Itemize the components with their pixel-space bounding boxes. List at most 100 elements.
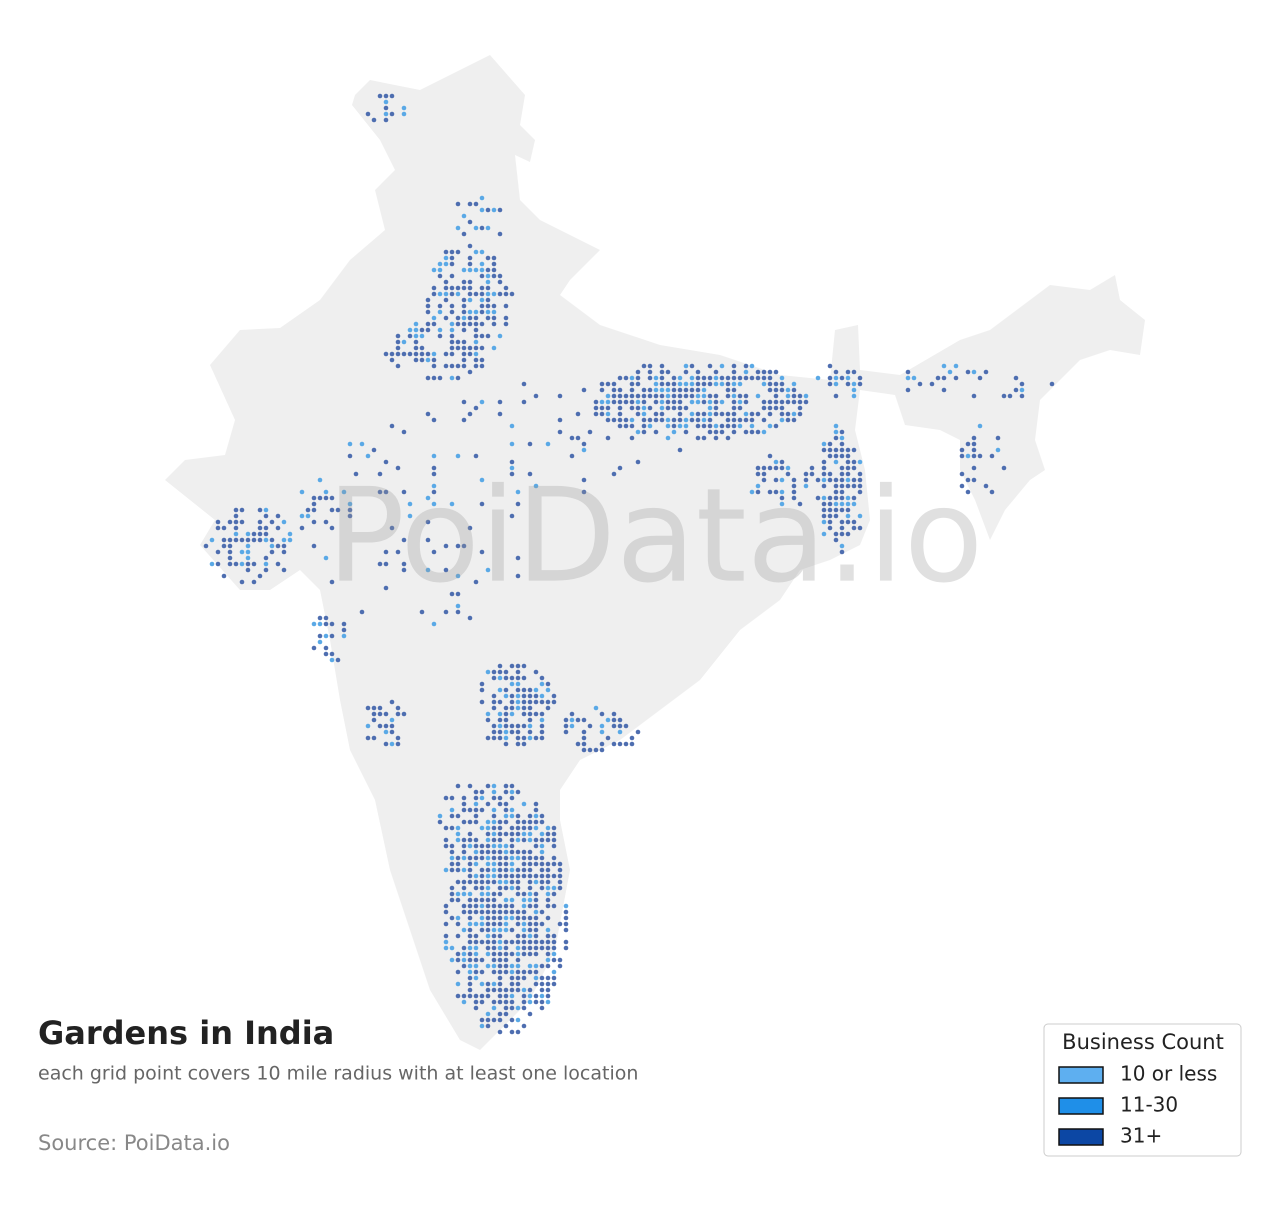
grid-point [479, 333, 485, 339]
grid-point [791, 477, 797, 483]
grid-point [695, 435, 701, 441]
grid-point [443, 255, 449, 261]
grid-point [545, 981, 551, 987]
grid-point [995, 435, 1001, 441]
grid-point [521, 933, 527, 939]
grid-point [989, 453, 995, 459]
grid-point [479, 225, 485, 231]
grid-point [497, 885, 503, 891]
grid-point [473, 885, 479, 891]
grid-point [443, 939, 449, 945]
grid-point [275, 525, 281, 531]
grid-point [983, 369, 989, 375]
grid-point [761, 375, 767, 381]
grid-point [533, 975, 539, 981]
grid-point [683, 417, 689, 423]
grid-point [509, 807, 515, 813]
grid-point [599, 711, 605, 717]
grid-point [647, 393, 653, 399]
grid-point [665, 423, 671, 429]
title: Gardens in India [38, 1014, 334, 1052]
grid-point [641, 417, 647, 423]
grid-point [773, 399, 779, 405]
grid-point [461, 951, 467, 957]
grid-point [683, 393, 689, 399]
grid-point [491, 807, 497, 813]
grid-point [251, 561, 257, 567]
grid-point [623, 423, 629, 429]
grid-point [449, 273, 455, 279]
grid-point [527, 945, 533, 951]
grid-point [521, 903, 527, 909]
grid-point [455, 603, 461, 609]
grid-point [479, 501, 485, 507]
grid-point [485, 825, 491, 831]
grid-point [395, 363, 401, 369]
grid-point [449, 945, 455, 951]
grid-point [443, 795, 449, 801]
grid-point [479, 825, 485, 831]
grid-point [473, 933, 479, 939]
grid-point [389, 729, 395, 735]
grid-point [833, 477, 839, 483]
grid-point [833, 429, 839, 435]
grid-point [791, 393, 797, 399]
grid-point [245, 543, 251, 549]
grid-point [449, 891, 455, 897]
grid-point [833, 453, 839, 459]
grid-point [479, 303, 485, 309]
grid-point [773, 477, 779, 483]
grid-point [533, 897, 539, 903]
grid-point [263, 531, 269, 537]
grid-point [431, 465, 437, 471]
grid-point [227, 561, 233, 567]
grid-point [503, 315, 509, 321]
grid-point [263, 525, 269, 531]
grid-point [473, 993, 479, 999]
grid-point [845, 447, 851, 453]
grid-point [515, 963, 521, 969]
grid-point [419, 333, 425, 339]
grid-point [479, 999, 485, 1005]
grid-point [497, 675, 503, 681]
grid-point [509, 675, 515, 681]
grid-point [257, 525, 263, 531]
grid-point [533, 699, 539, 705]
grid-point [533, 819, 539, 825]
grid-point [473, 333, 479, 339]
grid-point [821, 519, 827, 525]
grid-point [707, 423, 713, 429]
grid-point [491, 1005, 497, 1011]
grid-point [821, 507, 827, 513]
grid-point [839, 507, 845, 513]
grid-point [761, 369, 767, 375]
grid-point [851, 483, 857, 489]
grid-point [221, 543, 227, 549]
grid-point [833, 381, 839, 387]
grid-point [599, 723, 605, 729]
grid-point [257, 531, 263, 537]
grid-point [833, 513, 839, 519]
grid-point [839, 531, 845, 537]
grid-point [707, 417, 713, 423]
grid-point [833, 483, 839, 489]
grid-point [557, 921, 563, 927]
grid-point [905, 387, 911, 393]
grid-point [479, 363, 485, 369]
grid-point [545, 681, 551, 687]
grid-point [443, 363, 449, 369]
grid-point [449, 813, 455, 819]
grid-point [677, 375, 683, 381]
grid-point [557, 429, 563, 435]
grid-point [479, 1017, 485, 1023]
grid-point [431, 351, 437, 357]
grid-point [467, 879, 473, 885]
grid-point [713, 381, 719, 387]
grid-point [461, 909, 467, 915]
grid-point [479, 981, 485, 987]
grid-point [461, 891, 467, 897]
grid-point [653, 417, 659, 423]
grid-point [455, 345, 461, 351]
grid-point [275, 543, 281, 549]
grid-point [707, 381, 713, 387]
